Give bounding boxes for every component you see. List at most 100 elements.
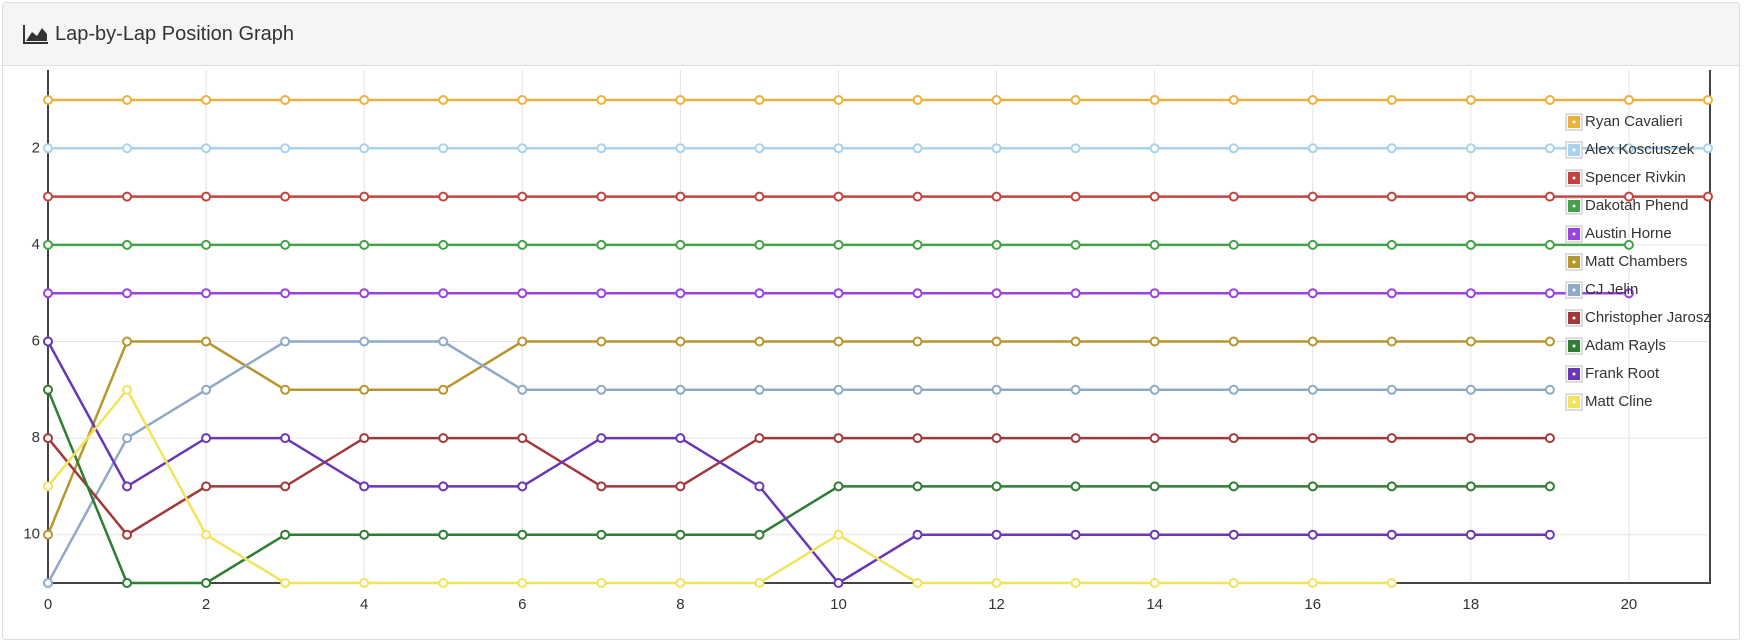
point bbox=[833, 143, 844, 154]
x-tick-label: 6 bbox=[518, 596, 526, 613]
point bbox=[43, 578, 53, 588]
point bbox=[517, 95, 528, 105]
x-tick-label: 16 bbox=[1304, 596, 1321, 613]
legend-label: Ryan Cavalieri bbox=[1585, 113, 1683, 130]
point bbox=[359, 336, 370, 347]
point bbox=[43, 529, 53, 540]
point bbox=[754, 239, 765, 250]
point bbox=[122, 529, 133, 540]
point bbox=[201, 529, 212, 540]
point bbox=[359, 384, 370, 395]
point bbox=[359, 143, 370, 154]
legend-dot bbox=[1572, 316, 1576, 320]
point bbox=[754, 191, 765, 202]
point bbox=[280, 384, 291, 395]
point bbox=[122, 191, 133, 202]
point bbox=[517, 433, 528, 444]
point bbox=[754, 288, 765, 299]
legend-dot bbox=[1572, 288, 1576, 292]
point bbox=[596, 578, 607, 588]
y-tick-label: 4 bbox=[32, 236, 40, 253]
point bbox=[754, 433, 765, 444]
point bbox=[201, 95, 212, 105]
point bbox=[1465, 481, 1476, 492]
point bbox=[912, 336, 923, 347]
point bbox=[1307, 95, 1318, 105]
point bbox=[596, 239, 607, 250]
point bbox=[1149, 384, 1160, 395]
point bbox=[833, 288, 844, 299]
x-tick-label: 20 bbox=[1621, 596, 1638, 613]
point bbox=[517, 191, 528, 202]
point bbox=[675, 481, 686, 492]
point bbox=[1307, 384, 1318, 395]
point bbox=[1623, 143, 1634, 154]
point bbox=[517, 336, 528, 347]
point bbox=[122, 143, 133, 154]
point bbox=[438, 143, 449, 154]
point bbox=[1386, 433, 1397, 444]
series-line bbox=[46, 340, 1550, 584]
legend-label: Dakotah Phend bbox=[1585, 197, 1688, 214]
point bbox=[517, 239, 528, 250]
legend-label: CJ Jelin bbox=[1585, 281, 1638, 298]
point bbox=[1307, 481, 1318, 492]
point bbox=[675, 433, 686, 444]
legend-label: Adam Rayls bbox=[1585, 337, 1666, 354]
legend-dot bbox=[1572, 148, 1576, 152]
point bbox=[833, 95, 844, 105]
point bbox=[517, 288, 528, 299]
point bbox=[991, 95, 1002, 105]
legend-label: Christopher Jarosz bbox=[1585, 309, 1711, 326]
point bbox=[438, 95, 449, 105]
point bbox=[1544, 95, 1555, 105]
point bbox=[280, 239, 291, 250]
point bbox=[1544, 288, 1555, 299]
point bbox=[754, 529, 765, 540]
point bbox=[122, 239, 133, 250]
point bbox=[675, 578, 686, 588]
point bbox=[833, 578, 844, 588]
point bbox=[1465, 336, 1476, 347]
point bbox=[1070, 384, 1081, 395]
point bbox=[1307, 529, 1318, 540]
point bbox=[1544, 143, 1555, 154]
point bbox=[833, 384, 844, 395]
x-tick-label: 10 bbox=[830, 596, 847, 613]
point bbox=[438, 336, 449, 347]
point bbox=[754, 578, 765, 588]
point bbox=[1623, 288, 1634, 299]
point bbox=[991, 529, 1002, 540]
point bbox=[122, 288, 133, 299]
point bbox=[280, 529, 291, 540]
point bbox=[43, 239, 53, 250]
point bbox=[122, 578, 133, 588]
point bbox=[438, 481, 449, 492]
point bbox=[43, 481, 53, 492]
x-tick-label: 18 bbox=[1463, 596, 1480, 613]
x-tick-label: 0 bbox=[44, 596, 52, 613]
point bbox=[438, 239, 449, 250]
point bbox=[833, 191, 844, 202]
point bbox=[359, 239, 370, 250]
point bbox=[1465, 191, 1476, 202]
point bbox=[201, 336, 212, 347]
point bbox=[991, 481, 1002, 492]
point bbox=[675, 95, 686, 105]
point bbox=[201, 239, 212, 250]
point bbox=[438, 529, 449, 540]
series-line bbox=[46, 389, 1550, 585]
point bbox=[675, 288, 686, 299]
axis-frame bbox=[47, 70, 1711, 584]
legend-dot bbox=[1572, 204, 1576, 208]
point bbox=[754, 95, 765, 105]
panel-header: Lap-by-Lap Position Graph bbox=[3, 3, 1739, 66]
point bbox=[1307, 191, 1318, 202]
point bbox=[201, 433, 212, 444]
point bbox=[517, 143, 528, 154]
point bbox=[912, 384, 923, 395]
y-tick-label: 6 bbox=[32, 332, 40, 349]
point bbox=[1307, 578, 1318, 588]
point bbox=[1386, 143, 1397, 154]
